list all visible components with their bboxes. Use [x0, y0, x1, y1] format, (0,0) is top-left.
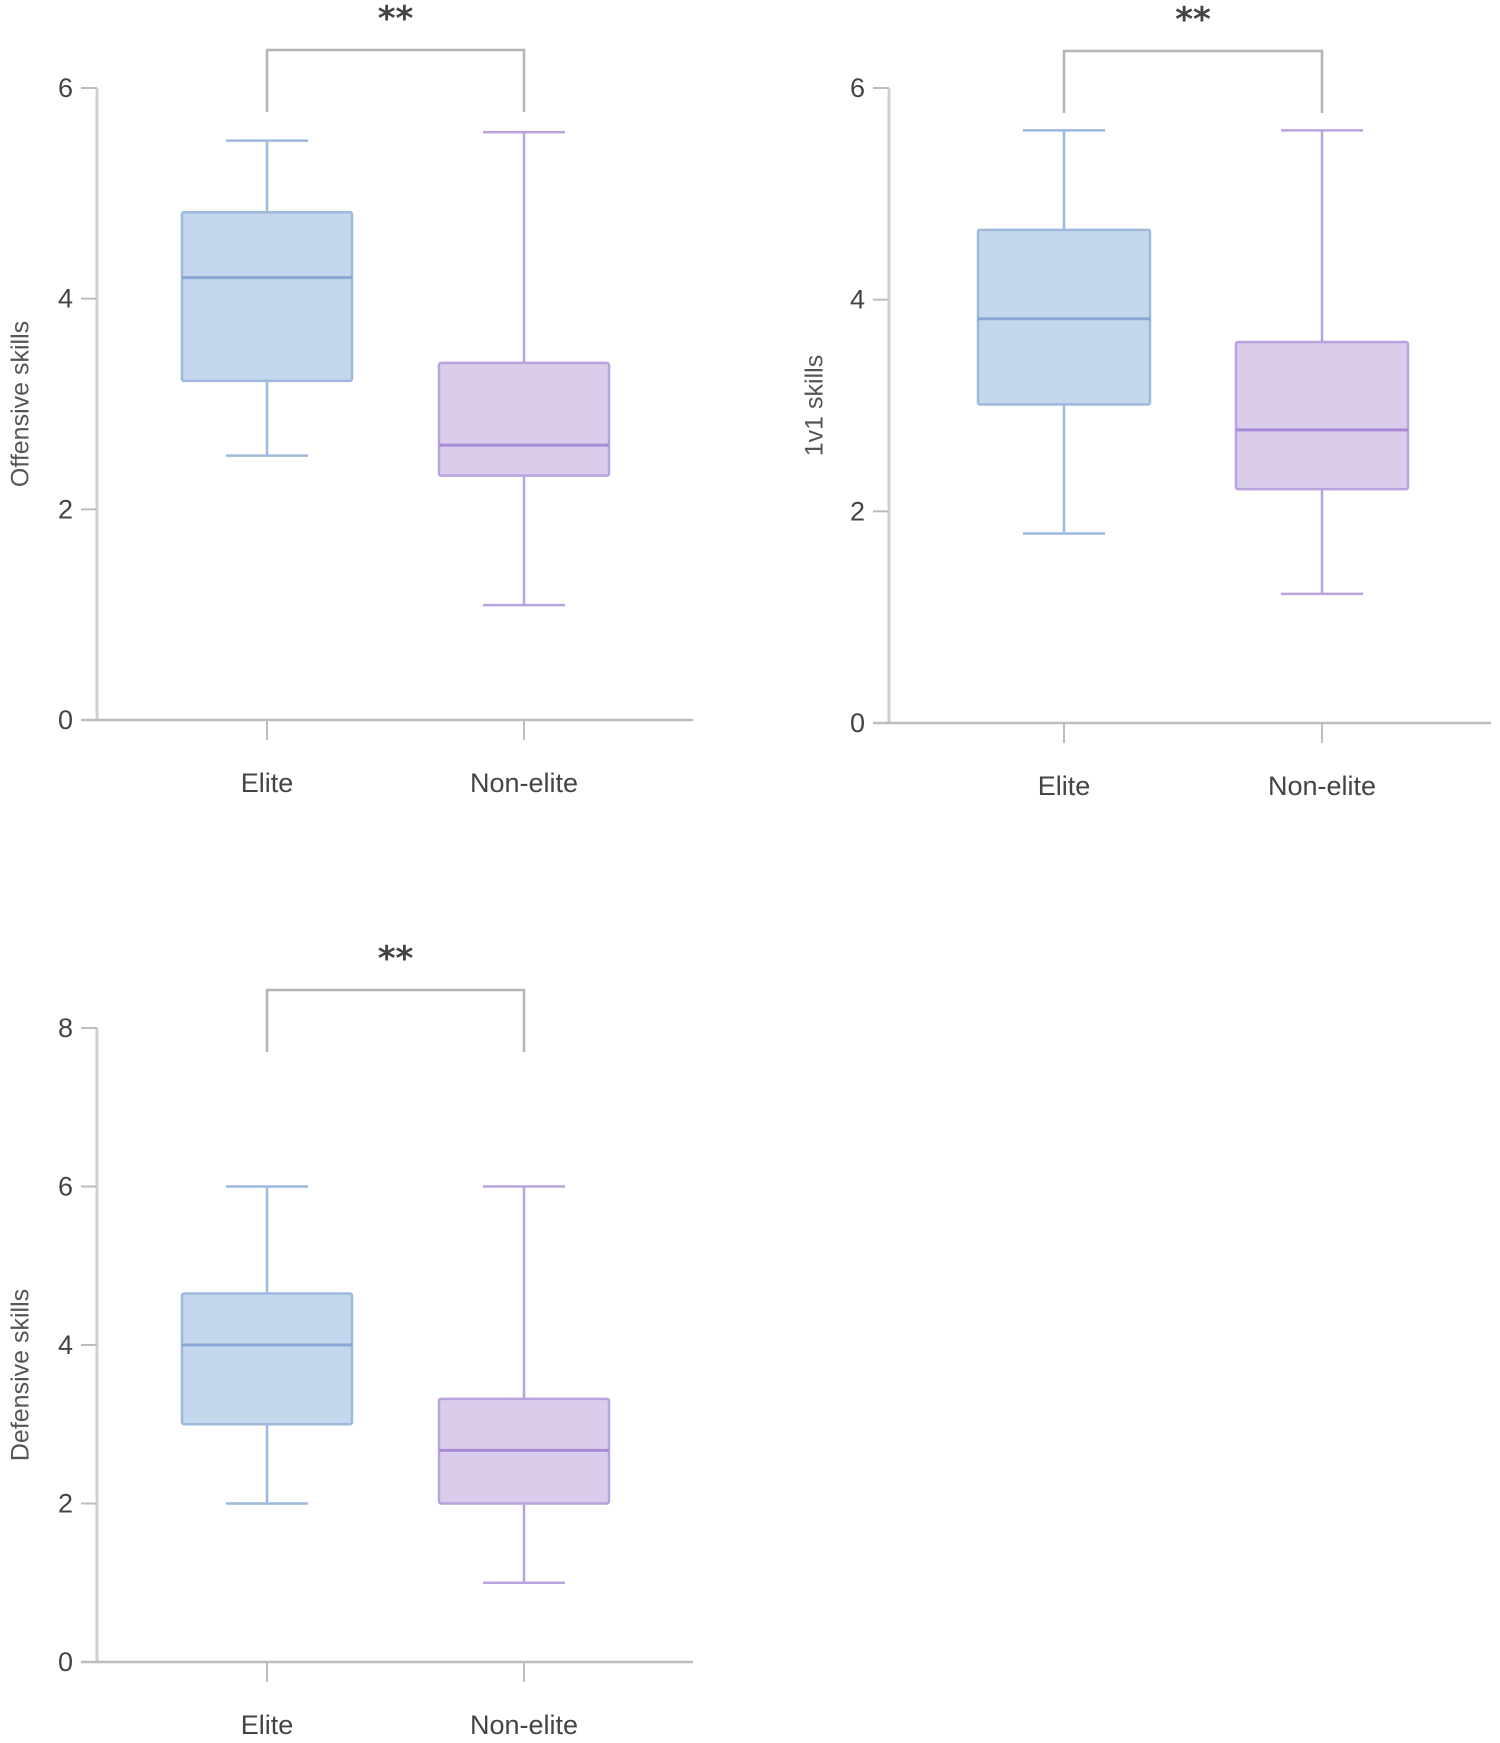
iqr-box: [180, 211, 354, 383]
significance-bracket: [265, 48, 526, 112]
x-tick-label: Elite: [1038, 771, 1091, 801]
y-tick-label: 4: [850, 285, 865, 315]
y-tick-label: 6: [58, 1172, 73, 1202]
x-tick-label: Elite: [241, 1710, 294, 1740]
y-tick-label: 0: [850, 708, 865, 738]
y-tick-label: 2: [58, 1489, 73, 1519]
y-tick-label: 4: [58, 1330, 73, 1360]
chart-panel-3: 0 2 4 6 8 Defensive skills Elite Non-elite **: [7, 939, 693, 1740]
x-tick-label: Elite: [241, 768, 294, 798]
y-tick-label: 6: [58, 73, 73, 103]
iqr-box: [437, 361, 611, 477]
box-non-elite: [437, 1185, 611, 1584]
iqr-box: [180, 1292, 354, 1426]
y-tick-label: 2: [58, 494, 73, 524]
iqr-box: [976, 228, 1152, 406]
significance-label: **: [378, 939, 414, 979]
chart-panel-1: 0 2 4 6 Offensive skills Elite Non-elite **: [7, 0, 693, 798]
significance-bracket: [1062, 49, 1324, 113]
iqr-box: [1234, 340, 1410, 491]
y-tick-label: 0: [58, 705, 73, 735]
box-non-elite: [1234, 129, 1410, 596]
y-axis-title: Defensive skills: [7, 1289, 35, 1461]
y-tick-label: 0: [58, 1647, 73, 1677]
significance-label: **: [1175, 0, 1211, 40]
y-tick-label: 6: [850, 73, 865, 103]
y-axis-title: 1v1 skills: [801, 355, 829, 456]
box-elite: [180, 139, 354, 457]
significance-bracket: [265, 988, 526, 1052]
y-axis-title: Offensive skills: [7, 321, 35, 487]
y-tick-label: 2: [850, 496, 865, 526]
box-elite: [180, 1185, 354, 1505]
chart-panel-2: 0 2 4 6 1v1 skills Elite Non-elite **: [801, 0, 1491, 801]
y-tick-label: 4: [58, 284, 73, 314]
x-tick-label: Non-elite: [1268, 771, 1376, 801]
y-tick-label: 8: [58, 1013, 73, 1043]
box-non-elite: [437, 130, 611, 607]
x-tick-label: Non-elite: [470, 1710, 578, 1740]
box-elite: [976, 129, 1152, 535]
x-tick-label: Non-elite: [470, 768, 578, 798]
significance-label: **: [378, 0, 414, 39]
